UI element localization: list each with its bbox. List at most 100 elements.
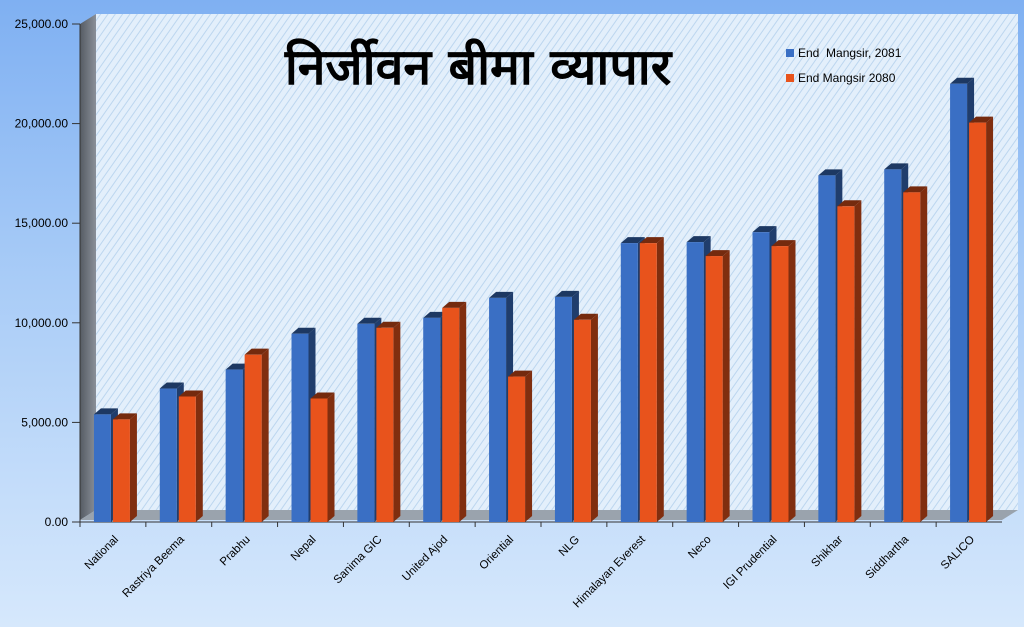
y-tick-label: 20,000.00	[15, 117, 69, 131]
bar-2081	[93, 414, 111, 522]
bar-top	[489, 291, 514, 298]
bar-2080	[178, 396, 196, 522]
bar-top	[554, 290, 579, 297]
legend: End Mangsir, 2081 End Mangsir 2080	[786, 46, 902, 85]
chart-title: निर्जीवन बीमा व्यापार	[284, 38, 673, 96]
y-tick-label: 15,000.00	[15, 216, 69, 230]
x-category-label: Shikhar	[809, 534, 845, 570]
bar-top	[950, 77, 975, 84]
x-category-label: National	[83, 534, 121, 572]
y-tick-label: 0.00	[45, 515, 69, 529]
bar-side	[854, 200, 862, 522]
x-category-label: Oriential	[477, 534, 516, 573]
bar-top	[442, 301, 467, 308]
bar-top	[686, 236, 711, 243]
bar-2081	[554, 296, 572, 522]
x-category-label: Sanima GIC	[332, 534, 385, 587]
legend-label-2081: End Mangsir, 2081	[798, 46, 902, 60]
y-tick-label: 5,000.00	[21, 415, 68, 429]
bar-top	[903, 186, 928, 193]
bar-top	[508, 370, 533, 377]
x-category-label: IGI Prudential	[721, 534, 779, 592]
x-category-label: NLG	[557, 534, 582, 559]
bar-2081	[159, 388, 177, 522]
bar-2081	[357, 323, 375, 522]
bar-2080	[244, 354, 262, 522]
bars	[93, 77, 994, 522]
bar-side	[327, 392, 335, 522]
bar-2080	[376, 327, 394, 522]
bar-top	[423, 311, 448, 318]
bar-side	[195, 390, 203, 522]
legend-swatch-2081	[786, 49, 794, 57]
bar-2080	[903, 192, 921, 522]
bar-2081	[423, 317, 441, 522]
bar-side	[129, 413, 137, 522]
bar-2080	[573, 319, 591, 522]
legend-label-2080: End Mangsir 2080	[798, 71, 896, 85]
bar-top	[969, 116, 994, 123]
y-tick-label: 10,000.00	[15, 316, 69, 330]
bar-2080	[705, 256, 723, 522]
bar-side	[590, 313, 598, 522]
bar-top	[705, 250, 730, 257]
bar-side	[393, 321, 401, 522]
bar-2080	[969, 122, 987, 522]
bar-top	[357, 317, 382, 324]
x-category-label: Himalayan Everest	[571, 533, 648, 610]
bar-2080	[837, 206, 855, 522]
chart-side-wall	[80, 14, 96, 520]
bar-2081	[291, 333, 309, 522]
bar-2081	[884, 169, 902, 522]
bar-side	[459, 301, 467, 522]
bar-2081	[752, 232, 770, 522]
bar-top	[291, 327, 316, 334]
x-category-label: United Ajod	[400, 534, 450, 584]
bar-side	[986, 116, 994, 522]
bar-2081	[950, 83, 968, 522]
bar-2081	[225, 369, 243, 522]
bar-2080	[771, 246, 789, 522]
y-axis: 0.00 5,000.00 10,000.00 15,000.00 20,000.00 2…	[15, 17, 81, 529]
bar-side	[656, 237, 664, 522]
bar-2081	[489, 297, 507, 522]
x-category-label: SALICO	[939, 534, 977, 572]
x-axis: National Rastriya Beema Prabhu Nepal Sanima …	[79, 521, 1002, 610]
bar-top	[573, 313, 598, 320]
bar-top	[310, 392, 335, 399]
bar-2081	[818, 175, 836, 522]
bar-top	[884, 163, 909, 170]
bar-2080	[310, 398, 328, 522]
bar-top	[93, 408, 118, 415]
x-category-label: Rastriya Beema	[121, 533, 188, 600]
bar-2081	[620, 243, 638, 522]
bar-side	[722, 250, 730, 522]
bar-side	[261, 348, 269, 522]
bar-top	[752, 226, 777, 233]
bar-top	[818, 169, 843, 176]
bar-top	[112, 413, 137, 420]
bar-2080	[442, 307, 460, 522]
bar-top	[837, 200, 862, 207]
chart-floor	[80, 510, 1018, 520]
x-category-label: Nepal	[289, 534, 319, 564]
bar-top	[178, 390, 203, 397]
bar-side	[525, 370, 533, 522]
bar-top	[376, 321, 401, 328]
bar-2081	[686, 242, 704, 522]
bar-side	[920, 186, 928, 522]
bar-2080	[639, 243, 657, 522]
legend-swatch-2080	[786, 74, 794, 82]
bar-top	[620, 237, 645, 244]
bar-top	[771, 240, 796, 247]
bar-top	[244, 348, 269, 355]
x-category-label: Neco	[686, 534, 713, 561]
bar-top	[225, 363, 250, 370]
y-tick-label: 25,000.00	[15, 17, 69, 31]
bar-side	[788, 240, 796, 522]
bar-top	[159, 382, 184, 389]
x-category-label: Prabhu	[218, 534, 253, 569]
bar-2080	[508, 376, 526, 522]
bar-top	[639, 237, 664, 244]
